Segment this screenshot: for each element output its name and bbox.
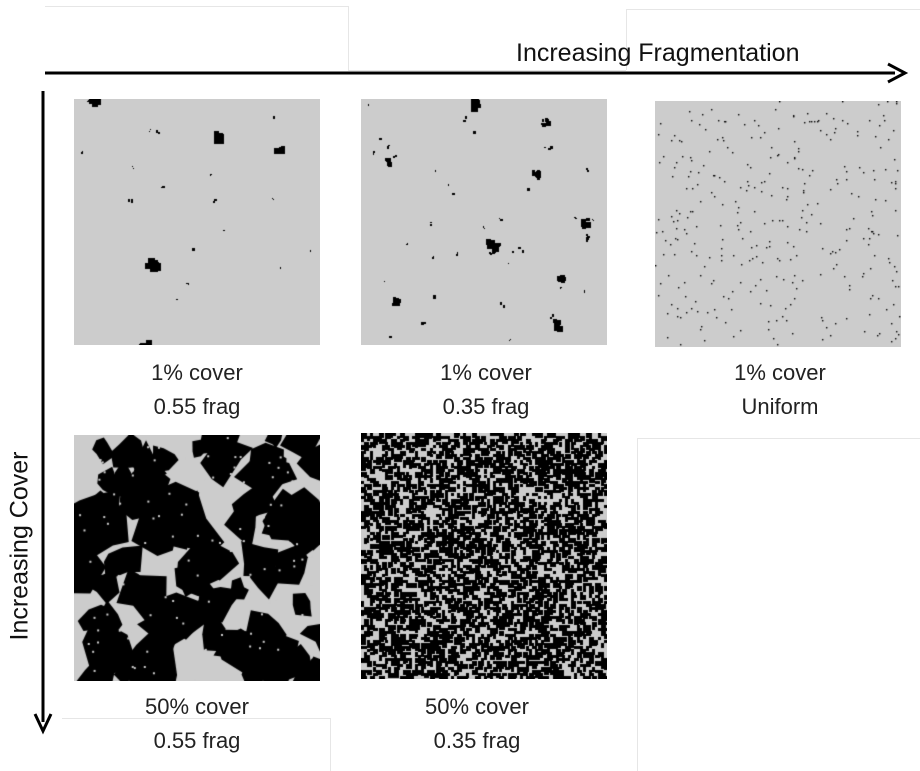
caption-panel-2: 1% cover 0.35 frag — [356, 356, 616, 424]
panel-1pct-035frag — [361, 99, 607, 345]
cover-label: 1% cover — [440, 360, 532, 385]
caption-panel-3: 1% cover Uniform — [650, 356, 910, 424]
vertical-arrowhead — [33, 713, 53, 735]
landscape-map — [74, 435, 320, 681]
caption-panel-1: 1% cover 0.55 frag — [67, 356, 327, 424]
cover-label: 1% cover — [151, 360, 243, 385]
cover-label: 1% cover — [734, 360, 826, 385]
caption-panel-5: 50% cover 0.35 frag — [347, 690, 607, 758]
landscape-map — [74, 99, 320, 345]
horizontal-axis-title: Increasing Fragmentation — [516, 39, 800, 67]
panel-50pct-055frag — [74, 435, 320, 681]
vertical-axis-title: Increasing Cover — [5, 451, 34, 641]
frag-label: 0.55 frag — [153, 394, 241, 419]
panel-1pct-055frag — [74, 99, 320, 345]
frag-label: 0.35 frag — [442, 394, 530, 419]
landscape-map — [655, 101, 901, 347]
horizontal-arrowhead — [887, 62, 909, 84]
cover-label: 50% cover — [425, 694, 529, 719]
panel-50pct-035frag — [361, 433, 607, 679]
landscape-map — [361, 99, 607, 345]
landscape-map — [361, 433, 607, 679]
frag-label: 0.35 frag — [433, 728, 521, 753]
cover-label: 50% cover — [145, 694, 249, 719]
panel-1pct-uniform — [655, 101, 901, 347]
frag-label: Uniform — [741, 394, 819, 419]
caption-panel-4: 50% cover 0.55 frag — [67, 690, 327, 758]
frag-label: 0.55 frag — [153, 728, 241, 753]
